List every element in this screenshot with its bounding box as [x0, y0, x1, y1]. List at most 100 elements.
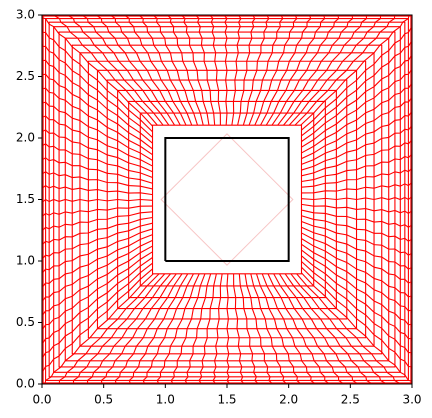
mesh-line — [41, 156, 153, 184]
mesh-line — [271, 14, 342, 126]
mesh-line — [41, 85, 153, 156]
mesh-line — [71, 44, 383, 355]
mesh-line — [231, 14, 242, 126]
mesh-line — [301, 226, 413, 271]
mesh-line — [96, 14, 176, 126]
hole-outline — [164, 137, 290, 262]
mesh-line — [301, 140, 413, 177]
mesh-line — [41, 142, 153, 179]
mesh-line — [41, 71, 153, 150]
mesh-line — [41, 170, 153, 190]
hole-inner-ring — [160, 133, 294, 266]
mesh-line — [283, 14, 370, 126]
mesh-line — [301, 238, 413, 300]
y-tick-label: 2.5 — [16, 69, 35, 83]
mesh-line — [261, 273, 315, 385]
mesh-line — [68, 14, 164, 126]
x-tick-label: 0.0 — [32, 393, 51, 407]
mesh-line — [139, 14, 193, 126]
mesh-line — [301, 168, 413, 188]
mesh-line — [237, 14, 256, 126]
mesh-line — [41, 99, 153, 161]
mesh-line — [41, 14, 153, 127]
y-tick-label: 2.0 — [16, 131, 35, 145]
mesh-line — [301, 266, 413, 370]
mesh-line — [301, 243, 413, 314]
mesh-line — [301, 220, 413, 257]
mesh-line — [296, 273, 400, 385]
mesh-line — [301, 111, 413, 165]
mesh-line — [124, 14, 187, 126]
mesh-line — [155, 273, 200, 385]
mesh-line — [301, 97, 413, 160]
mesh-line — [255, 273, 301, 385]
mesh-line — [233, 273, 245, 385]
mesh-line — [198, 273, 217, 385]
mesh-line — [301, 55, 413, 142]
mesh-line — [169, 273, 206, 385]
mesh-line — [209, 14, 221, 126]
mesh-line — [288, 14, 384, 126]
mesh-line — [267, 273, 330, 385]
mesh-line — [301, 232, 413, 285]
mesh-line — [273, 273, 344, 385]
y-tick-label: 3.0 — [16, 8, 35, 22]
x-tick-label: 1.0 — [156, 393, 175, 407]
mesh-line — [265, 14, 327, 126]
x-tick-label: 0.5 — [94, 393, 113, 407]
y-tick-label: 0.5 — [16, 315, 35, 329]
mesh-line — [254, 14, 299, 126]
mesh-line — [212, 273, 223, 385]
mesh-line — [301, 203, 413, 215]
mesh-line — [301, 41, 413, 137]
mesh-line — [41, 222, 153, 259]
mesh-line — [98, 273, 177, 385]
x-tick-label: 2.5 — [341, 393, 360, 407]
mesh-line — [301, 27, 413, 131]
mesh-line — [153, 14, 199, 126]
mesh-line — [242, 14, 270, 126]
mesh-line — [224, 14, 228, 126]
mesh-line — [284, 273, 372, 385]
mesh-line — [84, 273, 171, 385]
mesh-line — [238, 273, 259, 385]
mesh-line — [248, 14, 285, 126]
mesh-line — [41, 262, 153, 358]
mesh-line — [127, 273, 189, 385]
mesh-line — [41, 245, 153, 316]
mesh-line — [41, 205, 153, 217]
mesh-line — [151, 124, 303, 275]
mesh-line — [41, 273, 154, 385]
mesh-line — [277, 14, 356, 126]
mesh-line — [301, 255, 413, 342]
mesh-line — [301, 215, 413, 243]
mesh-line — [301, 154, 413, 183]
mesh-line — [87, 60, 367, 339]
mesh-line — [301, 125, 413, 171]
mesh-line — [141, 273, 194, 385]
mesh-line — [294, 14, 398, 126]
mesh-line — [42, 15, 412, 384]
mesh-line — [301, 272, 413, 385]
mesh-line — [41, 57, 153, 144]
mesh-line — [41, 184, 153, 196]
mesh-line — [41, 29, 153, 133]
mesh-line — [41, 251, 153, 330]
y-tick-label: 0.0 — [16, 377, 35, 391]
mesh-line — [41, 128, 153, 173]
mesh-line — [244, 273, 273, 385]
mesh-line — [56, 273, 160, 385]
mesh-line — [41, 43, 153, 138]
mesh-line — [41, 216, 153, 245]
mesh-line — [195, 14, 216, 126]
mesh-line — [301, 249, 413, 328]
mesh-line — [226, 273, 230, 385]
mesh-line — [300, 14, 413, 126]
mesh-line — [290, 273, 386, 385]
mesh-line — [41, 211, 153, 231]
x-tick-label: 1.5 — [217, 393, 236, 407]
mesh-line — [278, 273, 358, 385]
mesh-line — [181, 14, 210, 126]
mesh-line — [301, 69, 413, 148]
